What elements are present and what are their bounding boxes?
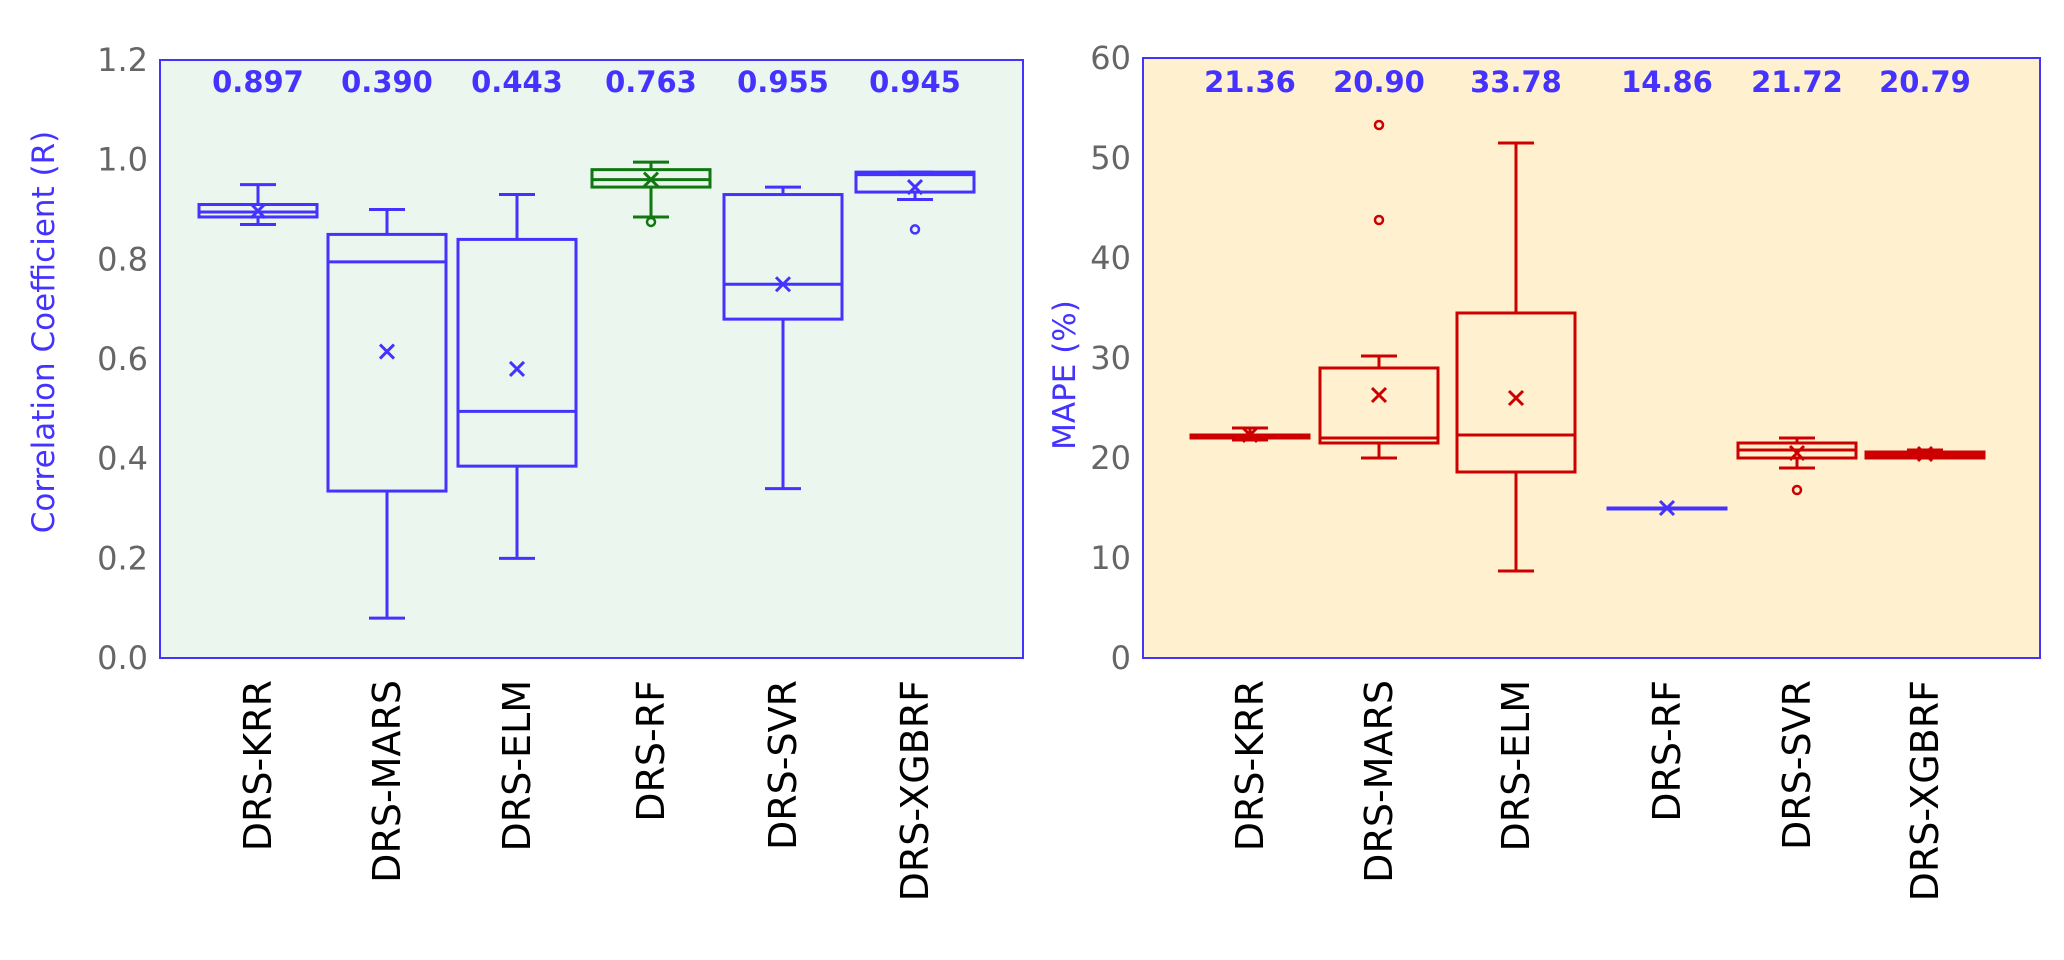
box-drs-elm (456, 193, 578, 560)
box-drs-svr (722, 185, 844, 491)
mean-marker (508, 360, 526, 378)
y-tick-label: 0.0 (97, 639, 148, 677)
stat-annotation: 0.897 (212, 65, 304, 99)
outlier-point (909, 224, 921, 235)
iqr-box (1455, 311, 1577, 474)
y-tick-label: 0 (1111, 639, 1131, 677)
iqr-box (722, 193, 844, 321)
stat-annotation: 33.78 (1470, 65, 1562, 99)
category-label: DRS-XGBRF (1903, 680, 1947, 901)
y-tick-label: 1.2 (97, 41, 148, 79)
y-tick-label: 50 (1090, 139, 1131, 177)
mean-marker (774, 276, 792, 293)
outlier-point (645, 216, 657, 228)
box-drs-elm (1455, 141, 1577, 573)
stat-annotation: 0.955 (737, 65, 829, 99)
y-tick-label: 0.2 (97, 539, 148, 577)
mean-marker (1370, 386, 1388, 404)
category-label: DRS-KRR (236, 680, 280, 851)
stat-annotation: 0.763 (605, 65, 697, 99)
outlier-point (1373, 119, 1385, 131)
stat-annotation: 0.443 (471, 65, 563, 99)
y-tick-label: 0.4 (97, 440, 148, 478)
outlier-point (1373, 214, 1385, 226)
mean-marker (906, 179, 924, 196)
plot-area (159, 59, 1024, 659)
correlation-chart-panel: 0.0 0.2 0.4 0.6 0.8 1.0 1.2 Correlation Coeffic… (26, 41, 1024, 901)
stat-annotation: 0.390 (341, 65, 433, 99)
box-drs-xgbrf (1864, 445, 1986, 463)
iqr-box (326, 232, 448, 493)
stat-annotation: 0.945 (869, 65, 961, 99)
box-drs-rf (1606, 499, 1728, 517)
box-drs-krr (197, 183, 319, 226)
iqr-box (456, 237, 578, 468)
box-drs-mars (1318, 119, 1440, 460)
box-drs-rf (590, 160, 712, 228)
mape-chart-panel: 0 10 20 30 40 50 60 MAPE (%) 21.36 DRS-KRR 20.90 DR… (1047, 39, 2041, 901)
mean-marker (249, 202, 267, 220)
stat-annotation: 20.90 (1333, 65, 1425, 99)
y-tick-label: 40 (1090, 239, 1131, 277)
box-drs-xgbrf (854, 170, 976, 235)
iqr-box (854, 170, 976, 194)
category-label: DRS-RF (1645, 680, 1689, 822)
stat-annotation: 21.72 (1751, 65, 1843, 99)
y-axis-title: Correlation Coefficient (R) (26, 131, 62, 534)
stat-annotation: 21.36 (1204, 65, 1296, 99)
mean-marker (1241, 426, 1259, 444)
mean-marker (378, 343, 396, 360)
stat-annotation: 20.79 (1879, 65, 1971, 99)
mean-marker (642, 171, 660, 188)
category-label: DRS-RF (629, 680, 673, 822)
mean-marker (1788, 444, 1806, 462)
iqr-box (1318, 366, 1440, 445)
box-drs-svr (1736, 436, 1858, 496)
y-tick-label: 1.0 (97, 141, 148, 179)
y-tick-label: 20 (1090, 439, 1131, 477)
box-drs-mars (326, 208, 448, 620)
category-label: DRS-ELM (1494, 680, 1538, 851)
mean-marker (1658, 499, 1676, 517)
y-tick-label: 30 (1090, 339, 1131, 377)
category-label: DRS-XGBRF (893, 680, 937, 901)
category-label: DRS-MARS (1357, 680, 1401, 883)
mean-marker (1507, 389, 1525, 407)
stat-annotation: 14.86 (1621, 65, 1713, 99)
category-label: DRS-SVR (1775, 680, 1819, 850)
outlier-point (1791, 484, 1803, 496)
box-drs-krr (1189, 426, 1311, 444)
category-label: DRS-SVR (761, 680, 805, 850)
plot-area (1142, 57, 2041, 659)
category-label: DRS-MARS (365, 680, 409, 883)
category-label: DRS-ELM (495, 680, 539, 851)
y-tick-label: 60 (1090, 39, 1131, 77)
y-tick-label: 0.6 (97, 340, 148, 378)
mean-marker (1916, 445, 1934, 463)
category-label: DRS-KRR (1228, 680, 1272, 851)
y-tick-label: 0.8 (97, 240, 148, 278)
y-tick-label: 10 (1090, 539, 1131, 577)
y-axis-title: MAPE (%) (1047, 300, 1083, 450)
